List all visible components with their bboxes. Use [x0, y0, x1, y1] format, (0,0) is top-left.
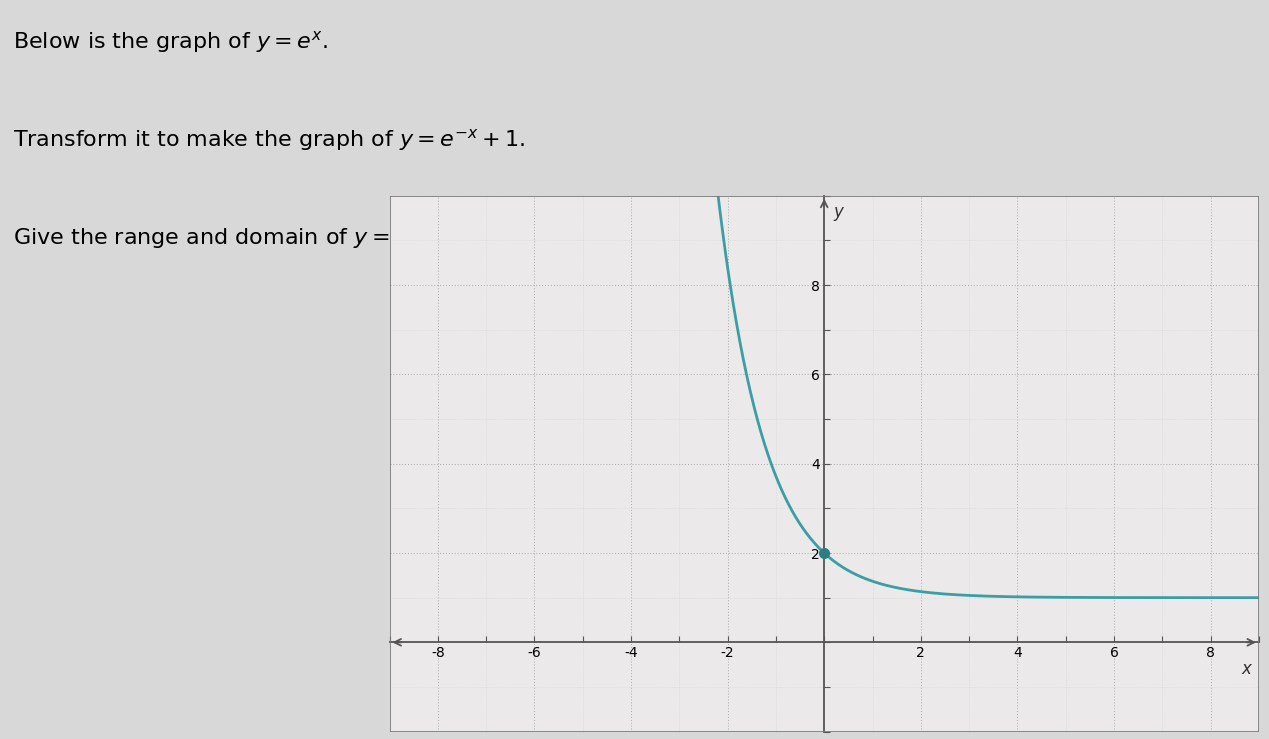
Text: Below is the graph of $y = e^x$.: Below is the graph of $y = e^x$. [13, 29, 327, 55]
Text: y: y [834, 202, 844, 220]
Bar [390, 196, 1259, 732]
Text: Give the range and domain of $y = e^{-x} + 1$ using interval notation.: Give the range and domain of $y = e^{-x}… [13, 225, 739, 251]
Text: Transform it to make the graph of $y = e^{-x} + 1$.: Transform it to make the graph of $y = e… [13, 127, 525, 153]
Text: x: x [1242, 660, 1251, 678]
